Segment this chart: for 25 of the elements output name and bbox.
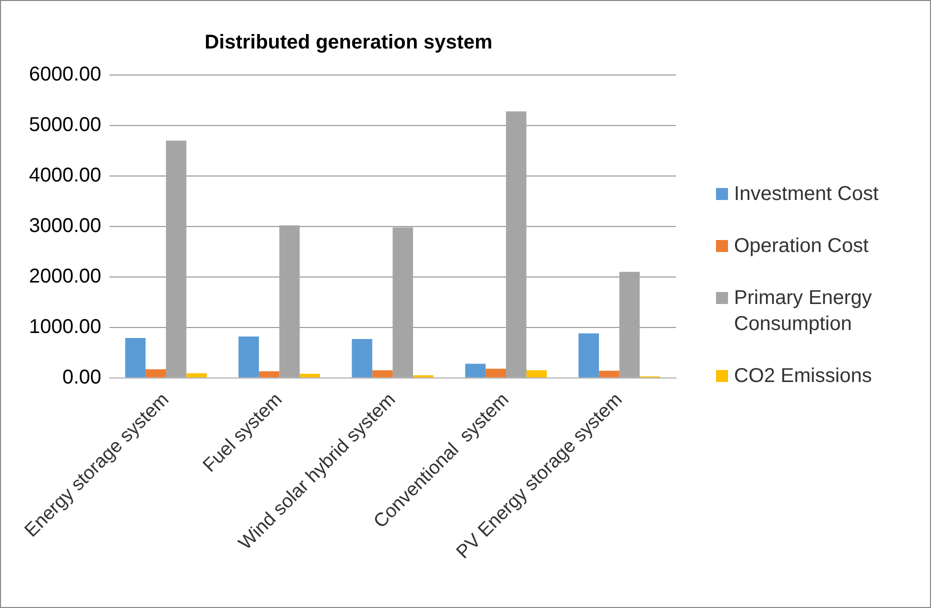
bar: [598, 370, 620, 378]
bar: [146, 369, 166, 378]
bar: [186, 373, 207, 378]
y-tick-label: 0.00: [62, 366, 102, 388]
bar: [300, 374, 320, 378]
legend-label: Operation Cost: [734, 234, 869, 259]
bar: [258, 371, 280, 378]
chart-title: Distributed generation system: [204, 32, 492, 54]
legend-label: Investment Cost: [734, 182, 879, 207]
y-tick-label: 1000.00: [29, 316, 102, 338]
y-tick-label: 2000.00: [29, 265, 102, 288]
y-tick-label: 4000.00: [29, 164, 102, 186]
y-tick-label: 3000.00: [29, 214, 102, 237]
bar: [465, 364, 486, 378]
y-tick-label: 5000.00: [29, 114, 102, 136]
legend-label: Primary Energy Consumption: [734, 286, 873, 337]
legend-label: CO2 Emissions: [734, 364, 872, 389]
bar: [486, 368, 506, 378]
bar: [372, 370, 393, 378]
bar: [352, 338, 372, 378]
bar: [125, 338, 146, 378]
bar: [238, 336, 259, 378]
bar: [578, 333, 599, 378]
bar: [526, 370, 547, 378]
y-tick-label: 6000.00: [29, 64, 102, 86]
